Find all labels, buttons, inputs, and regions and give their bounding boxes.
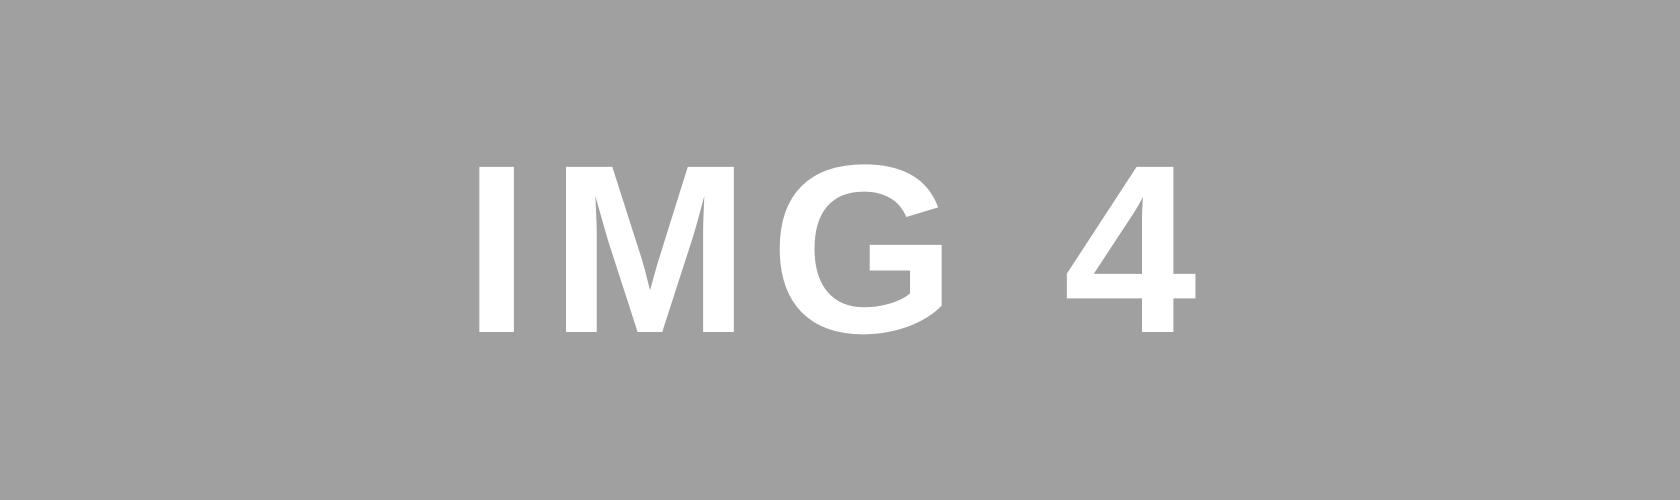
placeholder-label: IMG 4 [463, 115, 1217, 383]
